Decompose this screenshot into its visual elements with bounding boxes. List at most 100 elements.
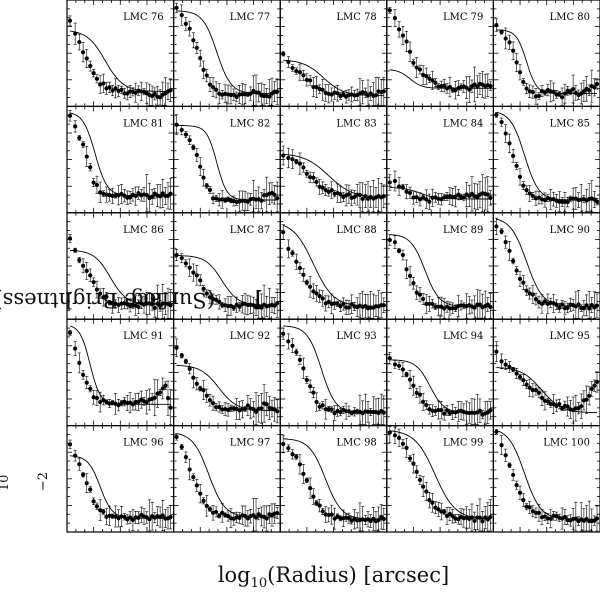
- data-point: [387, 174, 392, 191]
- data-point: [414, 57, 419, 78]
- data-point: [308, 171, 313, 183]
- data-point: [317, 289, 322, 303]
- panel-lmc-78: LMC 78: [279, 0, 388, 108]
- data-point: [133, 186, 138, 206]
- data-point: [527, 287, 532, 300]
- data-point: [152, 87, 157, 101]
- data-point: [67, 329, 73, 336]
- data-point: [251, 296, 256, 314]
- panel-ticks: [493, 425, 600, 532]
- data-point: [98, 391, 103, 413]
- data-point: [404, 371, 409, 378]
- data-point: [308, 379, 313, 393]
- data-point: [152, 379, 157, 417]
- data-point: [294, 67, 299, 75]
- data-point: [447, 506, 452, 522]
- data-point: [584, 505, 589, 532]
- data-point: [127, 511, 133, 524]
- data-points: [281, 224, 386, 319]
- data-point: [116, 509, 121, 528]
- data-point: [281, 51, 286, 57]
- data-point: [338, 92, 343, 100]
- data-point: [144, 82, 149, 104]
- data-point: [373, 77, 379, 106]
- data-point: [201, 60, 206, 80]
- data-point: [194, 265, 199, 286]
- data-point: [264, 505, 269, 532]
- data-point: [450, 404, 455, 421]
- data-point: [494, 112, 499, 118]
- panel-label: LMC 86: [123, 225, 163, 236]
- data-point: [314, 76, 319, 98]
- data-point: [417, 64, 423, 75]
- data-point: [477, 498, 483, 532]
- data-point: [562, 83, 568, 104]
- data-point: [179, 444, 184, 450]
- data-points: [67, 110, 173, 213]
- data-point: [155, 506, 160, 526]
- data-point: [417, 192, 423, 207]
- data-point: [311, 77, 316, 98]
- data-point: [179, 4, 184, 26]
- data-point: [396, 21, 402, 38]
- data-point: [511, 366, 516, 372]
- data-point: [228, 296, 234, 316]
- data-point: [363, 87, 368, 99]
- data-point: [297, 355, 303, 365]
- data-point: [517, 485, 523, 500]
- data-point: [130, 509, 136, 531]
- data-point: [439, 193, 444, 206]
- data-point: [447, 409, 452, 417]
- data-point: [160, 500, 165, 531]
- data-point: [94, 74, 100, 84]
- data-point: [565, 302, 570, 314]
- data-point: [101, 509, 106, 515]
- data-point: [527, 378, 532, 397]
- data-point: [488, 401, 493, 420]
- data-point: [411, 190, 416, 205]
- data-point: [346, 300, 352, 315]
- data-point: [272, 185, 277, 205]
- data-point: [499, 29, 504, 35]
- data-point: [400, 439, 406, 449]
- data-points: [387, 426, 493, 532]
- data-point: [363, 515, 368, 525]
- data-point: [414, 285, 419, 300]
- data-point: [539, 389, 545, 406]
- data-point: [589, 381, 594, 397]
- panel-lmc-82: LMC 82: [173, 105, 281, 214]
- data-point: [168, 389, 173, 425]
- data-point: [560, 87, 565, 106]
- data-point: [297, 454, 303, 475]
- panel-label: LMC 99: [443, 438, 483, 449]
- data-point: [376, 506, 381, 532]
- data-point: [237, 512, 242, 524]
- data-point: [527, 185, 532, 202]
- data-point: [396, 361, 402, 370]
- panel-lmc-97: LMC 97: [173, 425, 281, 533]
- data-point: [264, 176, 269, 213]
- data-point: [245, 395, 250, 416]
- data-point: [514, 266, 519, 275]
- data-point: [183, 358, 188, 365]
- data-point: [139, 506, 144, 523]
- panel-ticks: [173, 425, 281, 532]
- data-point: [158, 89, 163, 106]
- data-point: [323, 184, 328, 197]
- data-point: [136, 299, 141, 315]
- data-point: [381, 77, 386, 106]
- data-point: [424, 482, 429, 501]
- panel-lmc-92: LMC 92: [173, 318, 281, 427]
- data-point: [259, 393, 264, 424]
- data-point: [314, 392, 319, 412]
- data-points: [387, 7, 493, 103]
- data-point: [308, 276, 313, 298]
- data-point: [533, 292, 539, 306]
- data-point: [417, 386, 423, 404]
- data-point: [228, 197, 234, 204]
- data-point: [77, 33, 82, 51]
- data-point: [584, 385, 589, 414]
- data-point: [275, 507, 280, 519]
- fit-curve: [69, 455, 171, 519]
